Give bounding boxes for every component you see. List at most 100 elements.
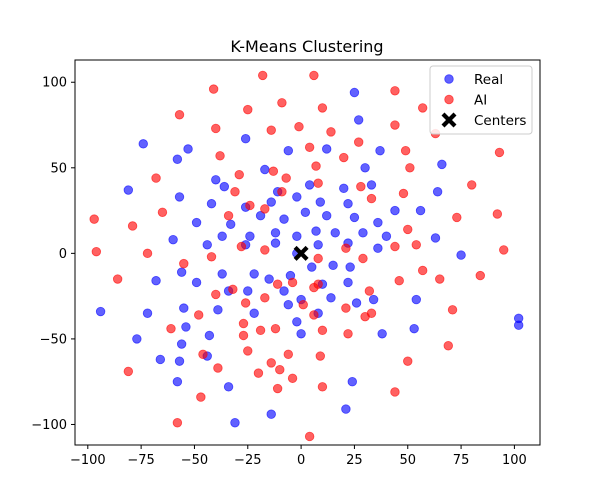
real-point	[142, 308, 153, 318]
ai-point	[234, 169, 244, 180]
ai-point	[142, 248, 153, 259]
real-point	[330, 228, 340, 238]
real-point	[226, 219, 236, 229]
real-point	[95, 306, 106, 317]
real-point	[375, 145, 385, 156]
ai-point	[356, 181, 366, 192]
real-point	[279, 214, 289, 224]
real-point	[343, 277, 353, 288]
ai-point	[298, 299, 308, 310]
real-point	[168, 234, 178, 245]
ai-point	[194, 310, 204, 320]
real-point	[283, 145, 294, 156]
real-point	[230, 418, 240, 428]
ai-point	[358, 253, 368, 264]
ai-point	[266, 358, 276, 368]
ai-point	[179, 258, 189, 269]
real-point	[341, 404, 351, 414]
ai-point	[417, 265, 428, 276]
ai-point	[492, 209, 503, 219]
ai-point	[317, 103, 328, 113]
real-point	[260, 164, 270, 175]
real-point	[172, 376, 183, 387]
x-tick-label: −25	[234, 453, 261, 468]
ai-point	[260, 293, 270, 303]
real-point	[176, 339, 187, 349]
real-point	[456, 250, 466, 260]
ai-point	[281, 173, 291, 183]
ai-point	[311, 161, 321, 171]
center-marker-stroke	[441, 112, 457, 128]
series-ai	[89, 70, 509, 442]
plot-area	[74, 59, 541, 446]
real-point	[283, 299, 294, 310]
real-point	[304, 180, 315, 190]
ai-point	[366, 308, 377, 318]
ai-point	[400, 145, 411, 156]
legend-ai-label: AI	[474, 93, 487, 109]
real-point	[349, 212, 360, 223]
real-point	[411, 294, 421, 305]
real-point	[174, 192, 185, 202]
ai-point	[238, 330, 249, 341]
ai-point	[127, 221, 138, 231]
real-point	[432, 187, 443, 197]
real-point	[300, 207, 311, 217]
ai-point	[211, 289, 221, 300]
ai-point	[255, 325, 266, 336]
ai-point	[343, 329, 353, 339]
real-point	[249, 308, 259, 318]
real-point	[311, 226, 321, 236]
ai-point	[91, 246, 102, 257]
series-real	[95, 87, 524, 428]
real-point	[349, 87, 360, 98]
x-tick-label: 75	[453, 453, 470, 468]
real-point	[315, 197, 325, 207]
data-points	[89, 70, 524, 442]
ai-point	[198, 349, 208, 360]
x-tick-label: −75	[127, 453, 154, 468]
legend-box	[429, 65, 533, 135]
center-marker-stroke	[293, 245, 309, 261]
ai-point	[266, 125, 276, 135]
legend-centers-marker	[441, 112, 457, 128]
real-point	[219, 181, 230, 192]
ai-point	[390, 120, 400, 130]
ai-point	[339, 152, 349, 163]
ai-point	[272, 279, 283, 289]
real-point	[321, 211, 332, 221]
real-point	[321, 144, 332, 154]
y-tick-label: −50	[40, 332, 67, 347]
real-point	[266, 409, 276, 419]
real-point	[211, 175, 221, 185]
legend-ai-marker	[444, 94, 454, 105]
ai-point	[245, 200, 255, 211]
real-point	[415, 205, 426, 216]
ai-point	[353, 137, 364, 147]
ai-point	[341, 303, 351, 313]
ai-point	[287, 373, 298, 383]
real-point	[313, 240, 323, 250]
ai-point	[211, 123, 221, 134]
ai-point	[403, 224, 413, 235]
cluster-center-marker	[293, 245, 309, 261]
real-point	[138, 139, 148, 149]
chart-title: K-Means Clustering	[230, 37, 383, 56]
real-point	[270, 228, 281, 238]
real-point	[217, 231, 227, 241]
ai-point	[315, 351, 325, 361]
ai-point	[258, 70, 268, 81]
real-point	[345, 262, 355, 272]
ai-point	[317, 382, 328, 392]
ai-point	[208, 84, 219, 94]
ai-point	[304, 431, 315, 442]
real-point	[151, 276, 161, 286]
ai-point	[447, 305, 458, 315]
legend-real-label: Real	[474, 72, 503, 88]
real-point	[245, 231, 255, 241]
ai-point	[157, 207, 168, 217]
ai-point	[89, 214, 99, 224]
real-point	[377, 329, 387, 339]
real-point	[292, 231, 302, 241]
